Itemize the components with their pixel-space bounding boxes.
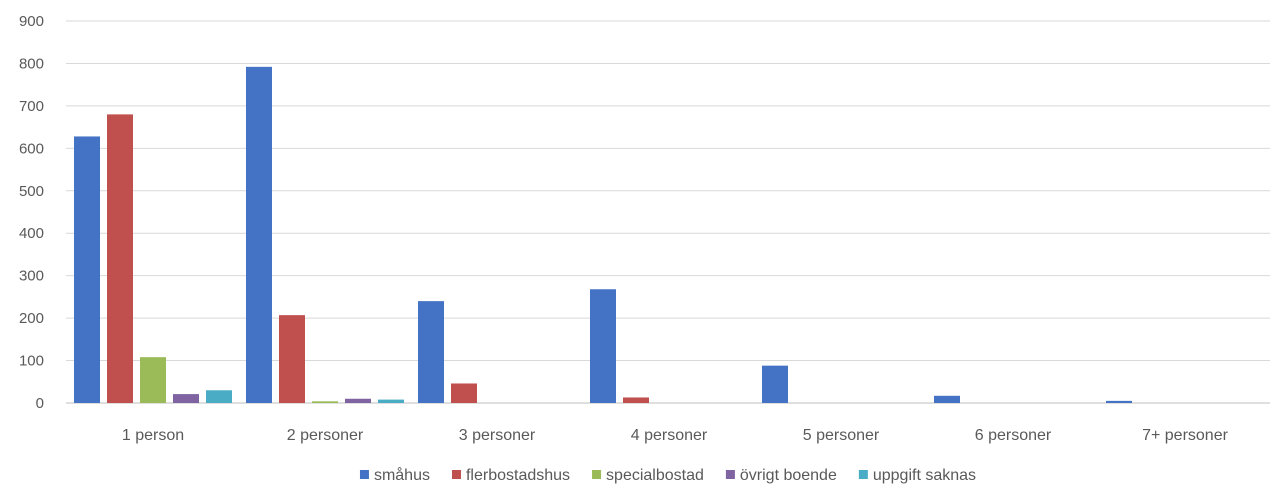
x-category-label: 4 personer	[631, 427, 708, 444]
y-tick-label: 800	[19, 55, 44, 72]
y-tick-label: 400	[19, 225, 44, 242]
bar	[279, 315, 305, 403]
bar	[246, 66, 272, 403]
y-tick-label: 100	[19, 353, 44, 370]
bar	[590, 289, 616, 403]
y-tick-label: 600	[19, 140, 44, 157]
bar	[173, 394, 199, 403]
legend-item: övrigt boende	[725, 467, 837, 484]
bar	[623, 397, 649, 403]
legend-label: specialbostad	[606, 467, 704, 484]
bar	[107, 114, 133, 403]
y-tick-label: 900	[19, 13, 44, 30]
legend-item: småhus	[359, 466, 430, 484]
legend-swatch	[725, 470, 735, 479]
legend-label: flerbostadshus	[466, 467, 570, 484]
legend: småhus flerbostadshus specialbostad övrigt …	[359, 466, 976, 484]
legend-item: flerbostadshus	[451, 467, 570, 484]
bar	[378, 399, 404, 403]
x-category-label: 3 personer	[459, 427, 536, 444]
bar	[934, 395, 960, 403]
y-axis-ticks: 0 100 200 300 400 500 600 700 800 900	[19, 13, 44, 412]
legend-swatch	[858, 470, 868, 479]
x-category-label: 6 personer	[975, 427, 1052, 444]
x-category-label: 1 person	[122, 427, 184, 444]
x-category-label: 7+ personer	[1142, 427, 1229, 444]
bar	[140, 357, 166, 403]
y-tick-label: 700	[19, 98, 44, 115]
x-category-label: 5 personer	[803, 427, 880, 444]
y-tick-label: 0	[36, 395, 44, 412]
bar	[345, 398, 371, 403]
legend-swatch	[592, 470, 602, 479]
bar	[74, 136, 100, 403]
bar	[1106, 400, 1132, 403]
legend-swatch	[359, 470, 369, 479]
bar	[418, 301, 444, 403]
legend-item: specialbostad	[592, 467, 704, 484]
legend-item: uppgift saknas	[858, 467, 976, 484]
y-tick-label: 200	[19, 310, 44, 327]
legend-label: övrigt boende	[740, 467, 837, 484]
bar	[206, 390, 232, 403]
legend-label: uppgift saknas	[873, 467, 976, 484]
legend-swatch	[451, 470, 461, 479]
x-axis: 1 person 2 personer 3 personer 4 personer 5 …	[122, 427, 1229, 444]
bar	[762, 365, 788, 403]
bar	[451, 383, 477, 403]
x-category-label: 2 personer	[287, 427, 364, 444]
y-tick-label: 500	[19, 183, 44, 200]
bar	[312, 401, 338, 403]
legend-label: småhus	[374, 466, 430, 484]
y-tick-label: 300	[19, 268, 44, 285]
bars	[74, 66, 1132, 403]
